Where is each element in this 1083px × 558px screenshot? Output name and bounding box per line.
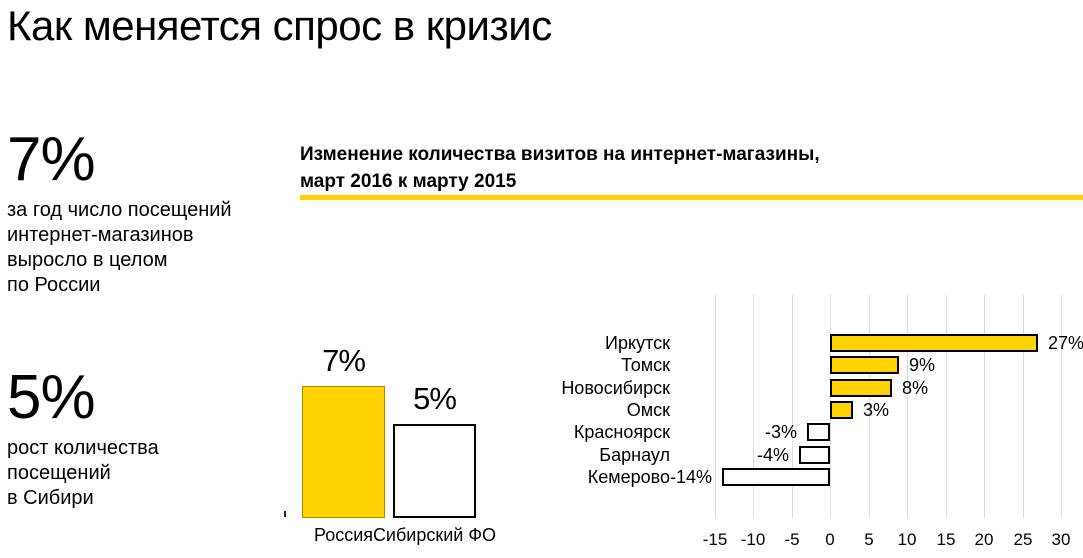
category-label: Омск [626,400,670,420]
grid-line [946,295,947,518]
category-label: Новосибирск [561,378,670,398]
chart-subtitle: Изменение количества визитов на интернет… [300,141,940,195]
bar-Барнаул [799,446,830,464]
bar-value-label: 27% [1048,333,1083,353]
regional-bar-chart: -15 -10 -5 0 5 10 15 20 25 30 Иркутск 27% Томск 9% Нов… [560,288,1083,558]
grid-line [1023,295,1024,518]
axis-tick [284,511,286,517]
grid-line [715,295,716,518]
bar-value-label: 5% [413,381,457,416]
bar-value-label: -3% [764,422,797,442]
bar-value-label: 8% [902,378,929,398]
bar-category-label: Сибирский ФО [372,525,497,545]
x-axis-tick-label: -5 [784,530,800,549]
chart-subtitle-line2: март 2016 к марту 2015 [300,171,517,192]
national-bar-chart: 7% Россия 5% Сибирский ФО [284,340,499,555]
bar-Россия [302,386,385,518]
bar-Новосибирск [830,379,892,397]
x-axis-tick-label: -10 [740,530,766,549]
grid-line [753,295,754,518]
x-axis-tick-label: 15 [936,530,956,549]
bar-Омск [830,401,853,419]
category-label: Кемерово [587,467,670,487]
page-title: Как меняется спрос в кризис [7,2,552,49]
bar-Томск [830,356,899,374]
category-label: Иркутск [605,333,670,353]
bar-value-label: 3% [863,400,890,420]
category-label: Красноярск [573,422,670,442]
accent-divider [300,195,1083,200]
x-axis-tick-label: 30 [1051,530,1071,549]
bar-Сибирский ФО [393,424,476,518]
stat-russia-value: 7% [7,125,96,194]
bar-value-label: -4% [756,445,789,465]
grid-line [1061,295,1062,518]
category-label: Томск [621,355,670,375]
grid-line [984,295,985,518]
x-axis-tick-label: 0 [825,530,835,549]
stat-siberia-value: 5% [7,363,96,432]
x-axis-tick-label: 25 [1013,530,1033,549]
grid-line [907,295,908,518]
bar-category-label: Россия [313,525,374,545]
bar-value-label: 9% [909,355,936,375]
bar-Иркутск [830,334,1038,352]
bar-Красноярск [807,423,830,441]
bar-Кемерово [722,468,830,486]
stat-russia-description: за год число посещений интернет-магазино… [7,199,232,296]
x-axis-tick-label: -15 [702,530,728,549]
x-axis-tick-label: 5 [864,530,874,549]
grid-line [869,295,870,518]
x-axis-tick-label: 10 [897,530,917,549]
bar-value-label: 7% [322,343,366,378]
category-label: Барнаул [599,445,670,465]
grid-line [792,295,793,518]
x-axis-tick-label: 20 [974,530,994,549]
chart-subtitle-line1: Изменение количества визитов на интернет… [300,144,820,165]
bar-value-label: -14% [669,467,712,487]
stat-siberia-description: рост количества посещений в Сибири [7,437,159,509]
